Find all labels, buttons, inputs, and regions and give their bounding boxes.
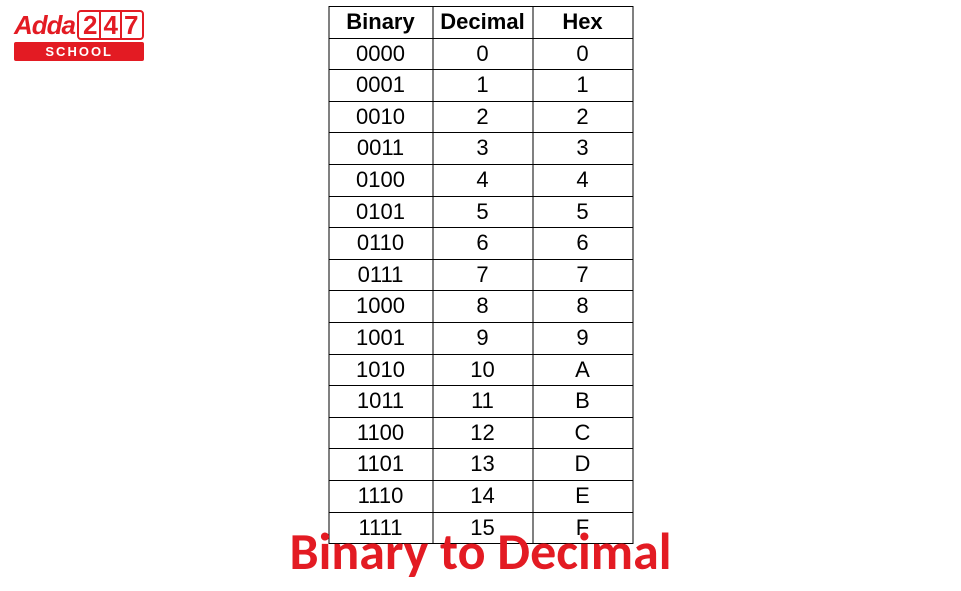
logo-top-row: Adda 2 4 7 [14, 10, 144, 40]
cell-decimal: 11 [433, 386, 533, 418]
cell-hex: C [533, 417, 633, 449]
table-row: 010155 [329, 196, 633, 228]
cell-hex: 4 [533, 164, 633, 196]
cell-binary: 1010 [329, 354, 433, 386]
table-row: 100088 [329, 291, 633, 323]
table-row: 110012C [329, 417, 633, 449]
cell-hex: 0 [533, 38, 633, 70]
table-row: 011066 [329, 228, 633, 260]
cell-decimal: 12 [433, 417, 533, 449]
table-row: 101010A [329, 354, 633, 386]
cell-decimal: 5 [433, 196, 533, 228]
conversion-table-container: Binary Decimal Hex 000000000111001022001… [328, 6, 633, 544]
cell-decimal: 3 [433, 133, 533, 165]
cell-decimal: 2 [433, 101, 533, 133]
cell-hex: E [533, 480, 633, 512]
cell-binary: 0111 [329, 259, 433, 291]
logo-247-box: 2 4 7 [77, 10, 144, 40]
cell-binary: 1000 [329, 291, 433, 323]
cell-decimal: 0 [433, 38, 533, 70]
cell-decimal: 10 [433, 354, 533, 386]
logo-school-badge: SCHOOL [14, 42, 144, 61]
logo-digit-2: 2 [81, 12, 99, 38]
table-row: 010044 [329, 164, 633, 196]
cell-binary: 1110 [329, 480, 433, 512]
cell-hex: B [533, 386, 633, 418]
cell-binary: 1100 [329, 417, 433, 449]
table-row: 000111 [329, 70, 633, 102]
cell-binary: 0101 [329, 196, 433, 228]
logo-digit-7: 7 [122, 12, 140, 38]
cell-hex: D [533, 449, 633, 481]
cell-binary: 0001 [329, 70, 433, 102]
table-row: 111014E [329, 480, 633, 512]
cell-binary: 0011 [329, 133, 433, 165]
cell-decimal: 9 [433, 322, 533, 354]
table-row: 100199 [329, 322, 633, 354]
cell-hex: 7 [533, 259, 633, 291]
table-row: 110113D [329, 449, 633, 481]
cell-binary: 1011 [329, 386, 433, 418]
cell-decimal: 13 [433, 449, 533, 481]
table-row: 011177 [329, 259, 633, 291]
cell-decimal: 1 [433, 70, 533, 102]
brand-logo: Adda 2 4 7 SCHOOL [14, 10, 144, 61]
table-row: 000000 [329, 38, 633, 70]
table-header-row: Binary Decimal Hex [329, 7, 633, 39]
table-body: 0000000001110010220011330100440101550110… [329, 38, 633, 544]
cell-hex: 6 [533, 228, 633, 260]
header-decimal: Decimal [433, 7, 533, 39]
cell-hex: 9 [533, 322, 633, 354]
table-row: 001133 [329, 133, 633, 165]
cell-decimal: 8 [433, 291, 533, 323]
logo-digit-4: 4 [99, 12, 121, 38]
header-binary: Binary [329, 7, 433, 39]
cell-hex: 5 [533, 196, 633, 228]
cell-hex: A [533, 354, 633, 386]
cell-hex: 2 [533, 101, 633, 133]
cell-decimal: 7 [433, 259, 533, 291]
cell-binary: 0000 [329, 38, 433, 70]
cell-binary: 1001 [329, 322, 433, 354]
cell-hex: 3 [533, 133, 633, 165]
cell-binary: 0010 [329, 101, 433, 133]
cell-decimal: 14 [433, 480, 533, 512]
cell-hex: 1 [533, 70, 633, 102]
cell-hex: 8 [533, 291, 633, 323]
header-hex: Hex [533, 7, 633, 39]
cell-binary: 0110 [329, 228, 433, 260]
table-row: 101111B [329, 386, 633, 418]
cell-binary: 0100 [329, 164, 433, 196]
logo-adda-text: Adda [14, 12, 75, 38]
cell-decimal: 6 [433, 228, 533, 260]
page-title: Binary to Decimal [0, 519, 961, 583]
cell-decimal: 4 [433, 164, 533, 196]
table-row: 001022 [329, 101, 633, 133]
conversion-table: Binary Decimal Hex 000000000111001022001… [328, 6, 633, 544]
cell-binary: 1101 [329, 449, 433, 481]
